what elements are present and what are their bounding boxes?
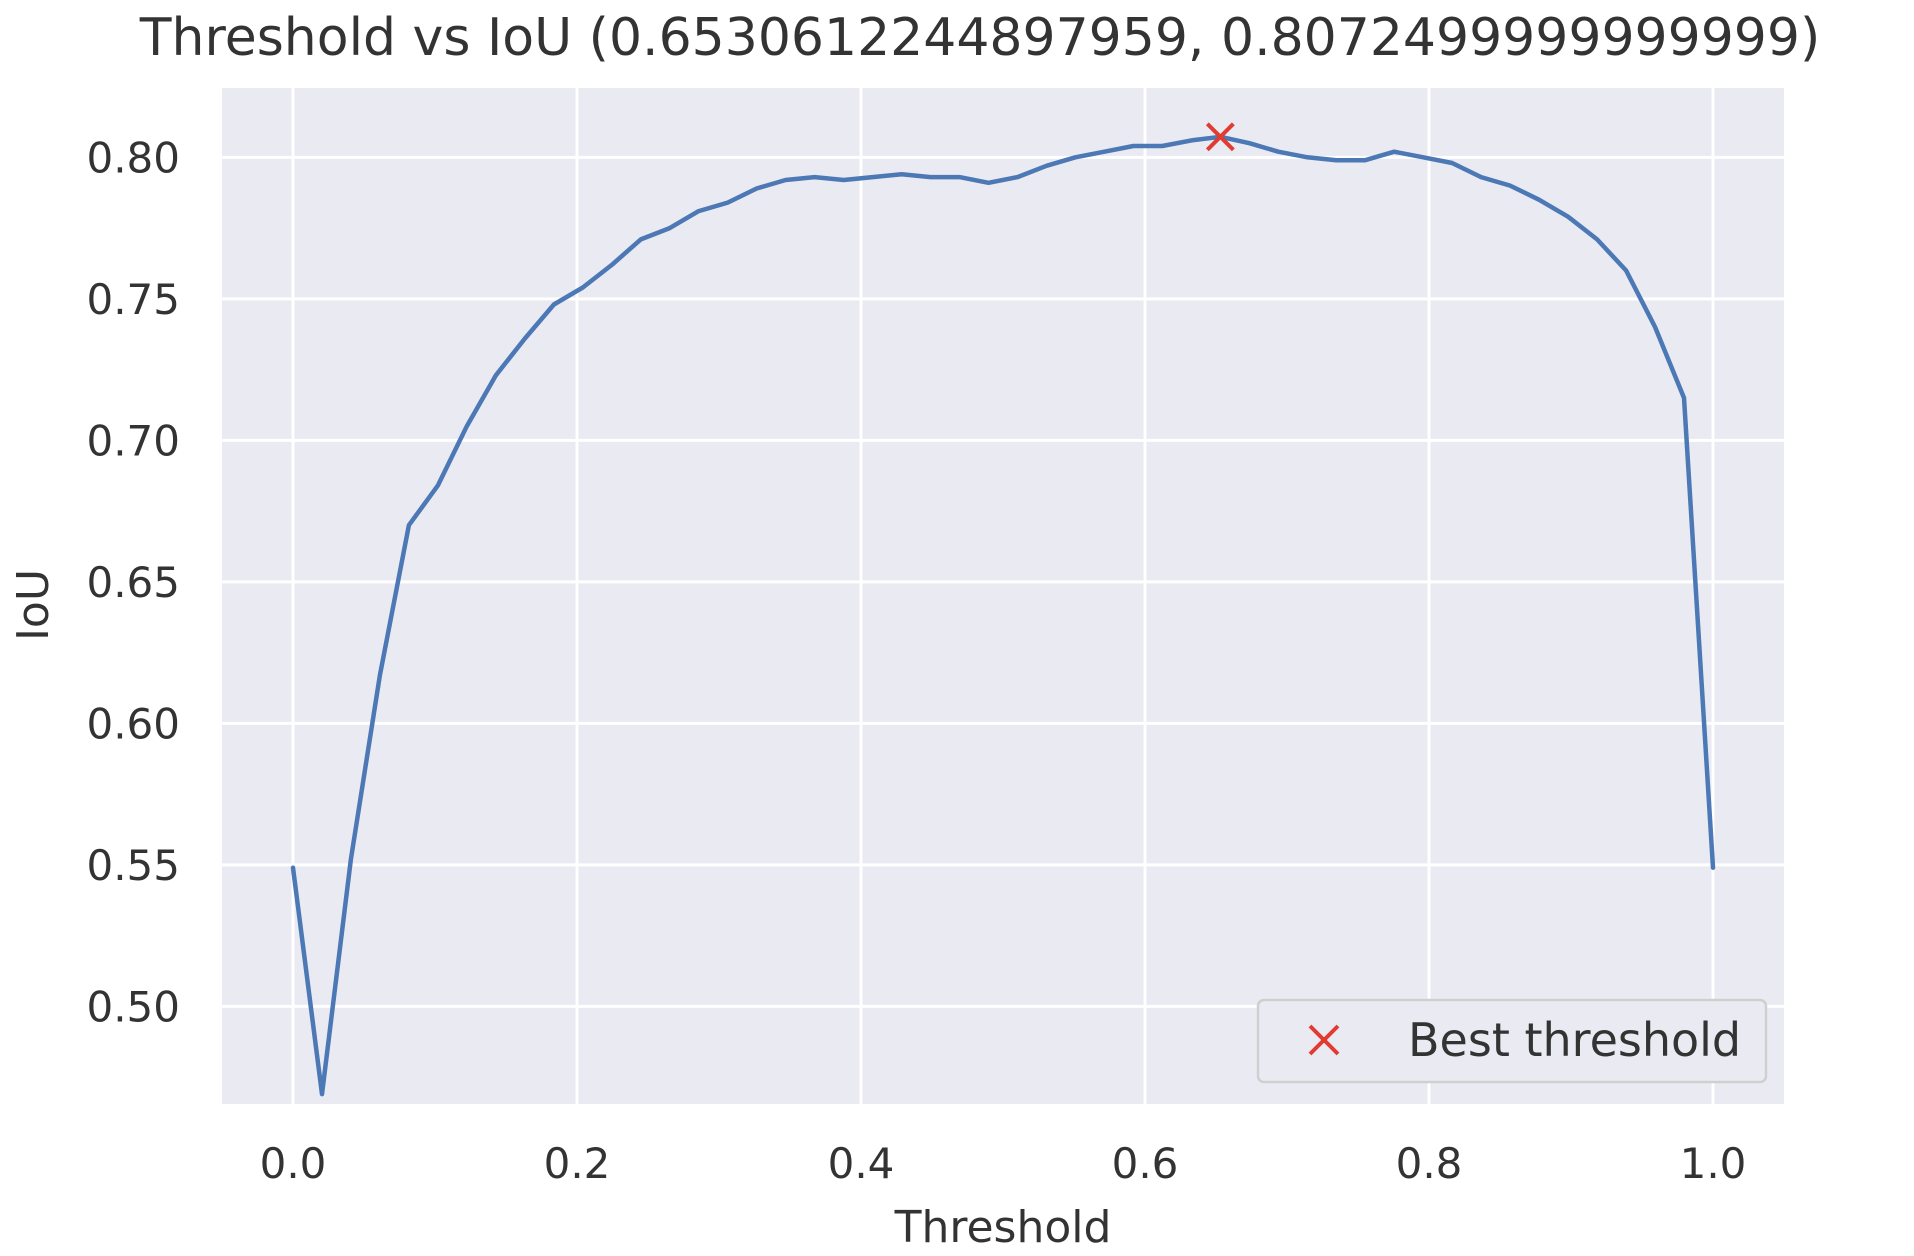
y-tick-label: 0.70 [86, 416, 180, 465]
x-tick-label: 0.6 [1112, 1139, 1179, 1188]
grid-lines [222, 88, 1784, 1104]
legend-x-marker-icon [1308, 1024, 1340, 1056]
y-tick-label: 0.60 [86, 699, 180, 748]
y-tick-label: 0.50 [86, 982, 180, 1031]
x-tick-labels: 0.0 0.2 0.4 0.6 0.8 1.0 [260, 1139, 1747, 1188]
plot-area [222, 88, 1784, 1104]
legend-label: Best threshold [1408, 1013, 1741, 1067]
y-tick-label: 0.65 [86, 558, 180, 607]
x-axis-label: Threshold [894, 1202, 1112, 1253]
y-tick-label: 0.80 [86, 133, 180, 182]
y-tick-label: 0.75 [86, 275, 180, 324]
y-tick-label: 0.55 [86, 841, 180, 890]
x-tick-label: 0.8 [1396, 1139, 1463, 1188]
y-axis-label: IoU [8, 569, 59, 641]
x-tick-label: 1.0 [1680, 1139, 1747, 1188]
x-tick-label: 0.2 [544, 1139, 611, 1188]
x-tick-label: 0.0 [260, 1139, 327, 1188]
legend: Best threshold [1256, 998, 1768, 1084]
series-layer [290, 122, 1716, 1097]
chart-title: Threshold vs IoU (0.6530612244897959, 0.… [139, 8, 1820, 68]
legend-box [1256, 998, 1768, 1084]
iou-line-series [290, 134, 1716, 1097]
best-threshold-marker [1205, 122, 1235, 152]
y-tick-labels: 0.50 0.55 0.60 0.65 0.70 0.75 0.80 [86, 133, 180, 1031]
x-tick-label: 0.4 [828, 1139, 895, 1188]
legend-x-marker [1308, 1024, 1340, 1056]
